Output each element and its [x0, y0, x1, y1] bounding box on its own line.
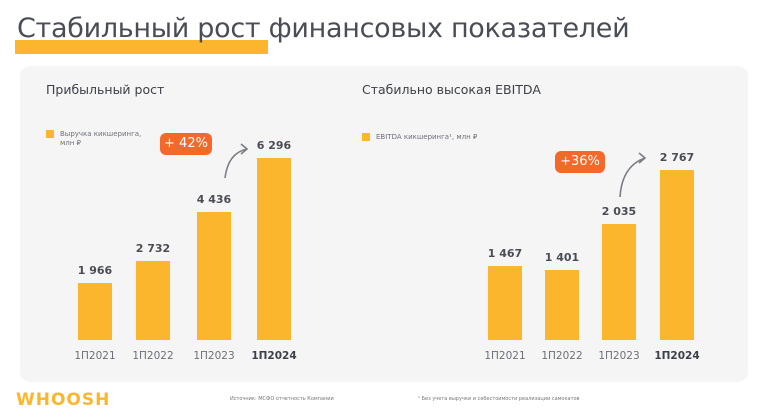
arrow-icon	[224, 143, 249, 179]
bar-1П2023	[602, 223, 636, 340]
value-label: 2 767	[659, 151, 695, 164]
bar-1П2024	[660, 170, 694, 340]
bar-1П2022	[545, 270, 579, 340]
value-label: 2 732	[135, 242, 171, 256]
category-label: 1П2023	[193, 350, 235, 362]
bar-1П2023	[197, 211, 231, 340]
bar-1П2022	[136, 261, 170, 340]
legend-ebitda: EBITDA кикшеринга¹, млн ₽	[362, 133, 477, 142]
value-label: 1 467	[487, 246, 523, 260]
legend-swatch	[362, 133, 370, 141]
chart-title-revenue: Прибыльный рост	[46, 82, 165, 97]
bar-1П2021	[488, 265, 522, 340]
bar-1П2021	[78, 283, 112, 340]
growth-badge-ebitda: +36%	[555, 151, 605, 173]
legend-label: Выручка кикшеринга, млн ₽	[60, 130, 142, 147]
legend-swatch	[46, 130, 54, 138]
value-label: 6 296	[256, 139, 292, 152]
bar-1П2024	[257, 158, 291, 340]
category-label: 1П2023	[598, 350, 640, 362]
category-label: 1П2024	[654, 350, 700, 362]
value-label: 1 401	[544, 251, 580, 265]
value-label: 4 436	[196, 192, 232, 206]
value-label: 1 966	[77, 264, 113, 278]
page-title: Стабильный рост финансовых показателей	[17, 13, 630, 44]
category-label: 1П2024	[251, 350, 297, 362]
chart-title-ebitda: Стабильно высокая EBITDA	[362, 82, 541, 97]
category-label: 1П2021	[74, 350, 116, 362]
whoosh-logo: WHOOSH	[16, 390, 111, 410]
arrow-icon	[619, 152, 647, 198]
legend-revenue: Выручка кикшеринга, млн ₽	[46, 130, 156, 148]
value-label: 2 035	[601, 204, 637, 218]
legend-label: EBITDA кикшеринга¹, млн ₽	[376, 133, 478, 141]
title-highlight	[15, 40, 268, 54]
growth-badge-revenue: + 42%	[160, 133, 212, 155]
category-label: 1П2022	[132, 350, 174, 362]
category-label: 1П2022	[541, 350, 583, 362]
footnote: ¹ Без учета выручки и себестоимости реал…	[418, 396, 580, 402]
source-note: Источник: МСФО отчетность Компании	[230, 396, 334, 402]
category-label: 1П2021	[484, 350, 526, 362]
